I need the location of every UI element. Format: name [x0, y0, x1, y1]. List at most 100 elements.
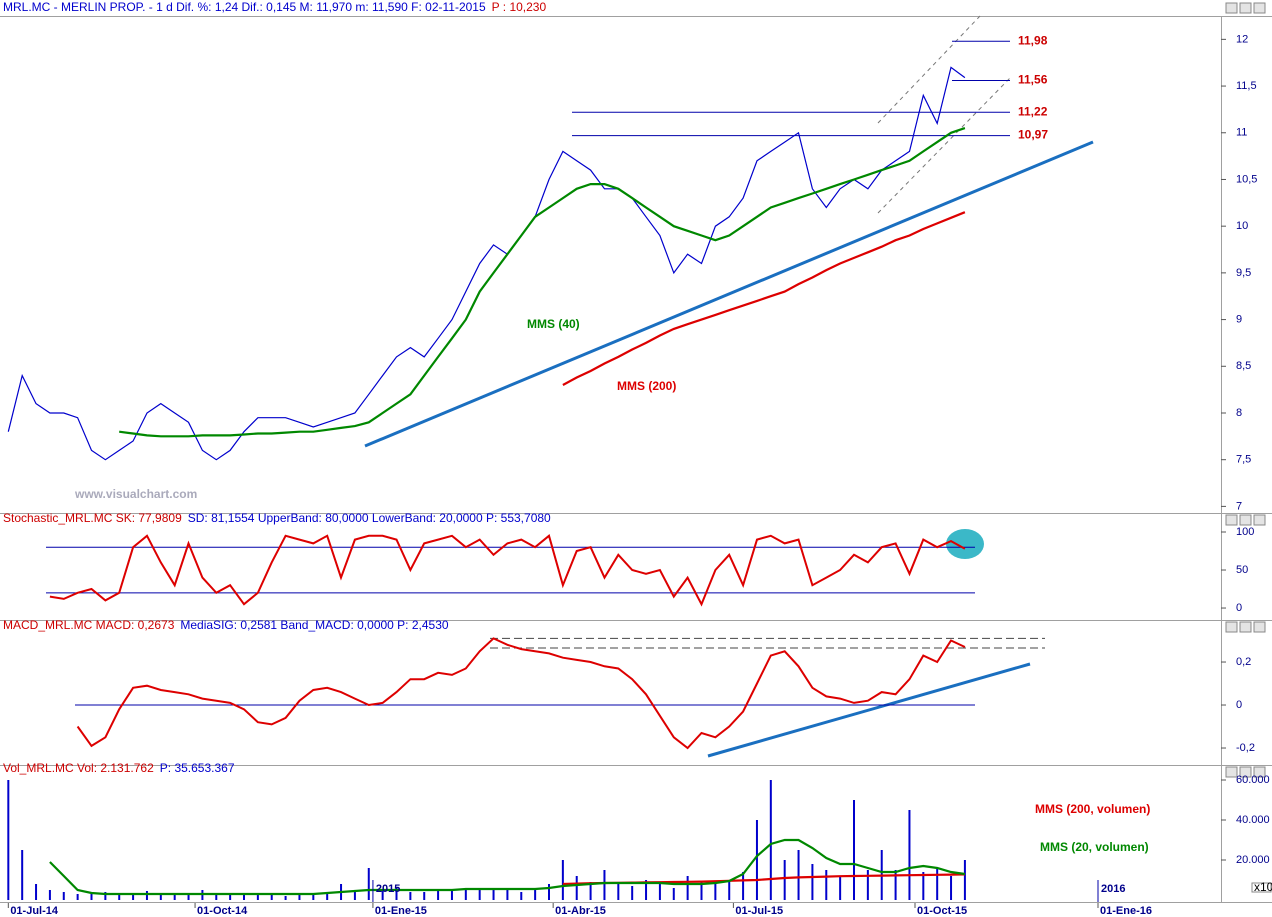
volume-bar	[118, 894, 121, 900]
y-tick-label: 7	[1236, 500, 1242, 512]
volume-bar	[672, 888, 675, 900]
y-tick-label: -0,2	[1236, 742, 1255, 754]
y-tick-label: 100	[1236, 526, 1254, 538]
main-line	[7, 66, 966, 461]
y-tick-label: 9	[1236, 313, 1242, 325]
volume-bar	[312, 894, 315, 900]
y-tick-label: 10	[1236, 220, 1248, 232]
volume-bar	[478, 890, 481, 900]
y-tick-label: 0,2	[1236, 656, 1251, 668]
volume-bar	[409, 892, 412, 900]
volume-bar	[159, 894, 162, 900]
volume-bar	[742, 872, 745, 900]
x-tick-label: 01-Oct-14	[197, 905, 248, 917]
plot-layer: MRL.MC - MERLIN PROP. - 1 d Dif. %: 1,24…	[3, 0, 1272, 917]
y-tick-label: 0	[1236, 602, 1242, 614]
volume-bar	[215, 893, 218, 900]
volume-bar	[7, 780, 10, 900]
x-tick-label: 01-Abr-15	[555, 905, 606, 917]
volume-bar	[173, 894, 176, 900]
y-tick-label: 40.000	[1236, 814, 1270, 826]
series-label: MMS (200, volumen)	[1035, 802, 1150, 816]
volume-bar	[298, 895, 301, 900]
volume-bar	[714, 884, 717, 900]
volume-bar	[825, 870, 828, 900]
volume-bar	[48, 890, 51, 900]
volume-bar	[492, 888, 495, 900]
volume-bar	[839, 876, 842, 900]
volume-bar	[575, 876, 578, 900]
header-title: Stochastic_MRL.MC SK: 77,9809	[3, 511, 182, 525]
volume-bar	[381, 890, 384, 900]
main-line	[76, 637, 966, 750]
y-tick-label: 11,5	[1236, 80, 1257, 92]
y-tick-label: 50	[1236, 564, 1248, 576]
y-tick-label: 20.000	[1236, 854, 1270, 866]
moving-average	[562, 211, 966, 386]
volume-bar	[922, 872, 925, 900]
price-level-label: 11,98	[1018, 33, 1048, 47]
volume-bar	[62, 892, 65, 900]
series-label: MMS (200)	[617, 379, 676, 393]
volume-bar	[229, 894, 232, 900]
volume-bar	[520, 892, 523, 900]
y-tick-label: 12	[1236, 33, 1248, 45]
series-label: MMS (40)	[527, 317, 580, 331]
volume-bar	[728, 880, 731, 900]
x-tick-label: 01-Ene-16	[1100, 905, 1152, 917]
header-title: MRL.MC - MERLIN PROP. - 1 d Dif. %: 1,24…	[3, 0, 486, 14]
volume-bar	[243, 895, 245, 900]
volume-bar	[437, 890, 440, 900]
panel-buttons[interactable]	[1225, 2, 1266, 778]
volume-bar	[90, 893, 93, 900]
volume-bar	[603, 870, 606, 900]
volume-bar	[755, 820, 758, 900]
volume-bar	[963, 860, 966, 900]
volume-bar	[950, 876, 953, 900]
volume-bar	[187, 895, 190, 900]
y-tick-label: 10,5	[1236, 173, 1257, 185]
price-level-label: 11,56	[1018, 73, 1048, 87]
panel-header: Vol_MRL.MC Vol: 2.131.762 P: 35.653.367	[3, 761, 235, 775]
header-subtitle: P: 35.653.367	[160, 761, 235, 775]
volume-bar	[353, 892, 356, 900]
volume-bar	[35, 884, 38, 900]
main-line	[49, 534, 966, 607]
volume-bar	[132, 894, 135, 900]
moving-average	[49, 838, 966, 896]
volume-bar	[367, 868, 370, 900]
y-tick-label: 8	[1236, 407, 1242, 419]
volume-bar	[853, 800, 855, 900]
volume-bar	[506, 890, 509, 900]
volume-bar	[658, 884, 661, 900]
volume-bar	[589, 882, 592, 900]
year-label: 2016	[1101, 883, 1125, 895]
header-subtitle: P : 10,230	[492, 0, 547, 14]
header-subtitle: SD: 81,1554 UpperBand: 80,0000 LowerBand…	[188, 511, 551, 525]
unit-box	[1251, 882, 1272, 893]
volume-bar	[769, 780, 772, 900]
volume-bar	[145, 891, 148, 900]
volume-bar	[936, 868, 939, 900]
moving-average	[119, 127, 966, 438]
volume-bar	[894, 870, 897, 900]
volume-bar	[645, 880, 648, 900]
volume-bar	[270, 894, 273, 900]
volume-bar	[908, 810, 911, 900]
x-tick-label: 01-Jul-15	[735, 905, 783, 917]
volume-bar	[797, 850, 800, 900]
volume-bar	[783, 860, 786, 900]
price-level-label: 11,22	[1018, 104, 1048, 118]
series-label: MMS (20, volumen)	[1040, 840, 1149, 854]
volume-bar	[284, 896, 287, 900]
y-tick-label: 8,5	[1236, 360, 1251, 372]
volume-bar	[686, 876, 689, 900]
x-tick-label: 01-Ene-15	[375, 905, 427, 917]
trend-lines	[364, 15, 1094, 758]
frame	[0, 16, 1272, 903]
volume-bar	[21, 850, 24, 900]
volume-bar	[450, 890, 453, 900]
volume-bar	[395, 888, 398, 900]
watermark: www.visualchart.com	[74, 487, 197, 501]
